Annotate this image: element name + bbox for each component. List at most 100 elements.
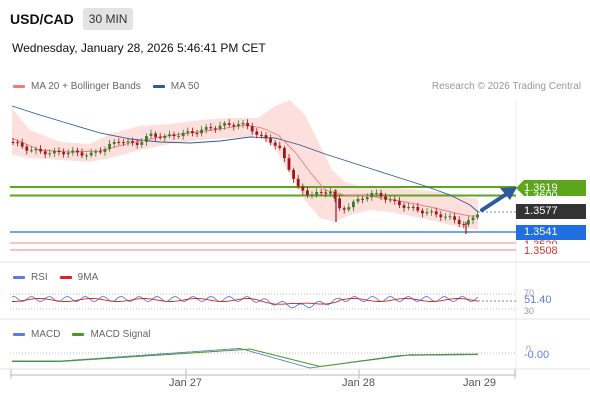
candle-body [191, 131, 194, 134]
candle-body [352, 201, 355, 208]
ma20-legend-label: MA 20 + Bollinger Bands [31, 81, 141, 92]
candle-body [306, 190, 309, 195]
candle-body [384, 196, 387, 200]
support-price-label: 1.3541 [524, 226, 558, 238]
candle-body [407, 206, 410, 208]
candle-body [99, 151, 102, 153]
candle-body [30, 150, 33, 152]
support-tag-shape [516, 225, 586, 240]
macd-signal-swatch [72, 333, 85, 336]
candle-body [204, 127, 208, 130]
macd-legend: MACD MACD Signal [13, 329, 150, 340]
candle-body [264, 135, 268, 139]
candle-body [292, 169, 295, 179]
candle-body [370, 193, 374, 198]
candle-body [347, 207, 351, 210]
macd-line [12, 347, 478, 369]
support3-price-label: 1.3508 [524, 245, 558, 257]
candle-body [333, 191, 337, 199]
macd-legend-label: MACD [31, 329, 61, 340]
candle-body [425, 212, 429, 214]
candle-body [246, 122, 249, 127]
support2-price-label: 1.3520 [516, 237, 558, 244]
candle-body [255, 131, 259, 135]
candle-body [76, 150, 79, 153]
rsi-legend-label: RSI [31, 272, 48, 283]
candle-body [16, 142, 19, 144]
candle-body [232, 124, 236, 127]
candle-body [43, 151, 47, 155]
macd-zero-label: 0 [526, 344, 532, 350]
rsi-swatch [13, 276, 25, 279]
candle-body [85, 155, 88, 157]
candle-body [338, 198, 341, 209]
candle-body [168, 134, 171, 136]
candle-body [126, 141, 130, 143]
candle-body [71, 150, 75, 153]
candle-body [48, 153, 52, 155]
candle-body [379, 192, 383, 197]
candle-body [20, 142, 24, 147]
candle-body [108, 143, 111, 150]
timeframe-badge[interactable]: 30 MIN [82, 8, 134, 30]
candle-body [172, 134, 176, 137]
candle-body [416, 206, 420, 211]
candle-body [365, 197, 369, 200]
bollinger-band [12, 100, 478, 230]
candle-body [154, 133, 157, 137]
candle-body [181, 132, 185, 137]
candle-body [122, 142, 125, 144]
x-axis-label: Jan 27 [169, 377, 203, 389]
x-axis-label: Jan 28 [342, 377, 376, 389]
candle-body [131, 141, 134, 143]
candle-body [296, 178, 300, 187]
candle-body [260, 134, 263, 136]
rsi-ma-line [12, 298, 479, 305]
macd-swatch [13, 333, 25, 336]
candle-body [278, 145, 282, 148]
candle-body [329, 191, 332, 194]
rsi-level-70-label: 70 [524, 288, 535, 297]
candle-body [209, 127, 213, 129]
candle-body [398, 201, 401, 206]
candle-body [287, 158, 291, 170]
candle-body [62, 152, 65, 155]
candle-body [223, 123, 226, 126]
candle-body [457, 219, 461, 225]
forecast-arrow-head [500, 187, 517, 200]
candle-body [361, 198, 364, 200]
candle-body [444, 216, 447, 218]
candle-body [140, 141, 144, 145]
candle-body [214, 128, 217, 130]
datetime-label: Wednesday, January 28, 2026 5:46:41 PM C… [12, 41, 266, 55]
ma50-line [11, 105, 479, 213]
candle-body [324, 192, 328, 194]
macd-value-label: -0.00 [524, 349, 550, 361]
candle-body [411, 206, 415, 208]
candle-body [80, 152, 84, 156]
current-price-tag-shape [516, 204, 586, 219]
candle-body [342, 208, 346, 210]
current-price-label: 1.3577 [524, 205, 558, 217]
ma20-line [11, 124, 478, 217]
candle-body [218, 125, 222, 129]
candle-body [163, 135, 167, 139]
candle-body [94, 151, 98, 153]
x-axis-label: Jan 29 [463, 377, 497, 389]
candle-body [177, 136, 180, 138]
main-legend: MA 20 + Bollinger Bands MA 50 [13, 81, 199, 92]
candle-body [388, 199, 392, 201]
candle-body [393, 199, 397, 202]
candle-body [453, 216, 456, 220]
candle-body [103, 149, 107, 152]
candle-body [117, 141, 121, 143]
candle-body [310, 194, 314, 196]
symbol-title: USD/CAD [10, 11, 74, 27]
candle-body [237, 124, 240, 127]
candle-body [430, 211, 433, 213]
candle-body [315, 192, 318, 195]
candle-body [250, 126, 254, 132]
ma50-swatch [152, 85, 165, 88]
candle-body [227, 123, 231, 125]
